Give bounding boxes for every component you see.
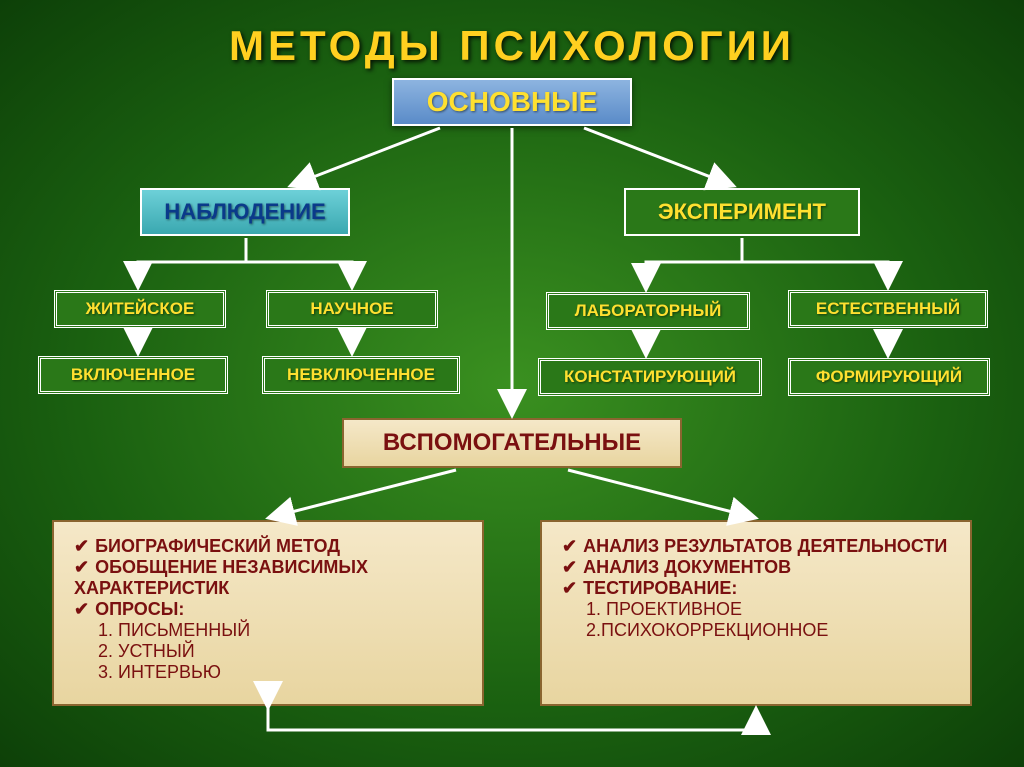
node-observation-label: НАБЛЮДЕНИЕ <box>164 199 325 225</box>
node-observation: НАБЛЮДЕНИЕ <box>140 188 350 236</box>
node-experiment-label: ЭКСПЕРИМЕНТ <box>658 199 826 225</box>
exp-sub-3: ФОРМИРУЮЩИЙ <box>788 358 990 396</box>
list-item: АНАЛИЗ ДОКУМЕНТОВ <box>562 557 950 578</box>
node-auxiliary-label: ВСПОМОГАТЕЛЬНЫЕ <box>383 429 641 457</box>
aux-left-list: БИОГРАФИЧЕСКИЙ МЕТОДОБОБЩЕНИЕ НЕЗАВИСИМЫ… <box>52 520 484 706</box>
obs-sub-2: ВКЛЮЧЕННОЕ <box>38 356 228 394</box>
list-item: ОБОБЩЕНИЕ НЕЗАВИСИМЫХ ХАРАКТЕРИСТИК <box>74 557 462 599</box>
list-item: АНАЛИЗ РЕЗУЛЬТАТОВ ДЕЯТЕЛЬНОСТИ <box>562 536 950 557</box>
list-item: БИОГРАФИЧЕСКИЙ МЕТОД <box>74 536 462 557</box>
list-item: ОПРОСЫ: <box>74 599 462 620</box>
exp-sub-1: ЕСТЕСТВЕННЫЙ <box>788 290 988 328</box>
obs-sub-3: НЕВКЛЮЧЕННОЕ <box>262 356 460 394</box>
obs-sub-1: НАУЧНОЕ <box>266 290 438 328</box>
list-item: 3. ИНТЕРВЬЮ <box>98 662 462 683</box>
node-auxiliary: ВСПОМОГАТЕЛЬНЫЕ <box>342 418 682 468</box>
exp-sub-2: КОНСТАТИРУЮЩИЙ <box>538 358 762 396</box>
list-item: ТЕСТИРОВАНИЕ: <box>562 578 950 599</box>
exp-sub-0: ЛАБОРАТОРНЫЙ <box>546 292 750 330</box>
node-experiment: ЭКСПЕРИМЕНТ <box>624 188 860 236</box>
node-main: ОСНОВНЫЕ <box>392 78 632 126</box>
list-item: 1. ПИСЬМЕННЫЙ <box>98 620 462 641</box>
list-item: 2. УСТНЫЙ <box>98 641 462 662</box>
page-title: МЕТОДЫ ПСИХОЛОГИИ <box>0 0 1024 70</box>
node-main-label: ОСНОВНЫЕ <box>427 86 598 118</box>
list-item: 1. ПРОЕКТИВНОЕ <box>586 599 950 620</box>
list-item: 2.ПСИХОКОРРЕКЦИОННОЕ <box>586 620 950 641</box>
obs-sub-0: ЖИТЕЙСКОЕ <box>54 290 226 328</box>
aux-right-list: АНАЛИЗ РЕЗУЛЬТАТОВ ДЕЯТЕЛЬНОСТИАНАЛИЗ ДО… <box>540 520 972 706</box>
